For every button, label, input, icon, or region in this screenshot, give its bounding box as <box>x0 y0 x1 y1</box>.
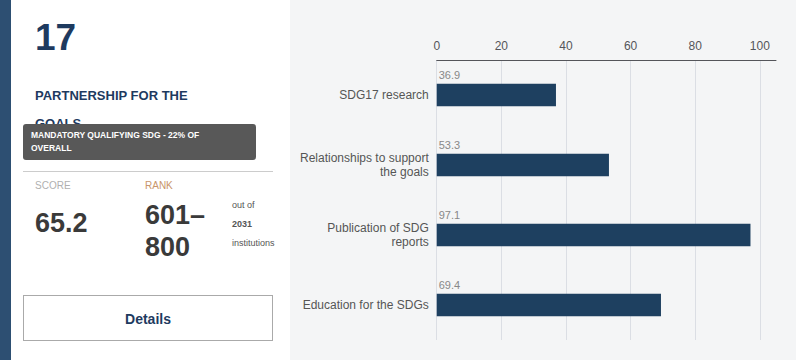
svg-text:Education for the SDGs: Education for the SDGs <box>303 298 429 312</box>
html-text:601–: 601– <box>145 200 206 230</box>
svg-text:SDG17 research: SDG17 research <box>339 88 428 102</box>
svg-text:80: 80 <box>689 39 703 53</box>
svg-text:20: 20 <box>495 39 509 53</box>
svg-text:Relationships to support: Relationships to support <box>300 151 429 165</box>
html-text:65.2: 65.2 <box>35 208 88 238</box>
svg-text:the goals: the goals <box>380 165 429 179</box>
svg-text:reports: reports <box>391 235 428 249</box>
svg-text:53.3: 53.3 <box>439 139 460 151</box>
html-text:17: 17 <box>35 17 77 58</box>
svg-text:69.4: 69.4 <box>439 279 460 291</box>
html-text:800: 800 <box>145 232 191 262</box>
svg-text:Publication of SDG: Publication of SDG <box>327 221 428 235</box>
svg-text:40: 40 <box>559 39 573 53</box>
svg-text:100: 100 <box>750 39 770 53</box>
html-text:RANK: RANK <box>145 180 173 191</box>
html-text:out of: out of <box>232 200 255 210</box>
html-text:PARTNERSHIP FOR THE GOALS: PARTNERSHIP FOR THE GOALS <box>35 88 188 131</box>
html-text:SCORE: SCORE <box>35 180 71 191</box>
svg-text:36.9: 36.9 <box>439 69 460 81</box>
svg-text:0: 0 <box>433 39 440 53</box>
svg-text:60: 60 <box>624 39 638 53</box>
svg-text:97.1: 97.1 <box>439 209 460 221</box>
html-text:MANDATORY QUALIFYING SDG - 22%: MANDATORY QUALIFYING SDG - 22% OF OVERAL… <box>31 130 200 153</box>
html-text:2031: 2031 <box>232 219 252 229</box>
html-text:Details: Details <box>125 311 171 327</box>
html-text:institutions: institutions <box>232 238 275 248</box>
